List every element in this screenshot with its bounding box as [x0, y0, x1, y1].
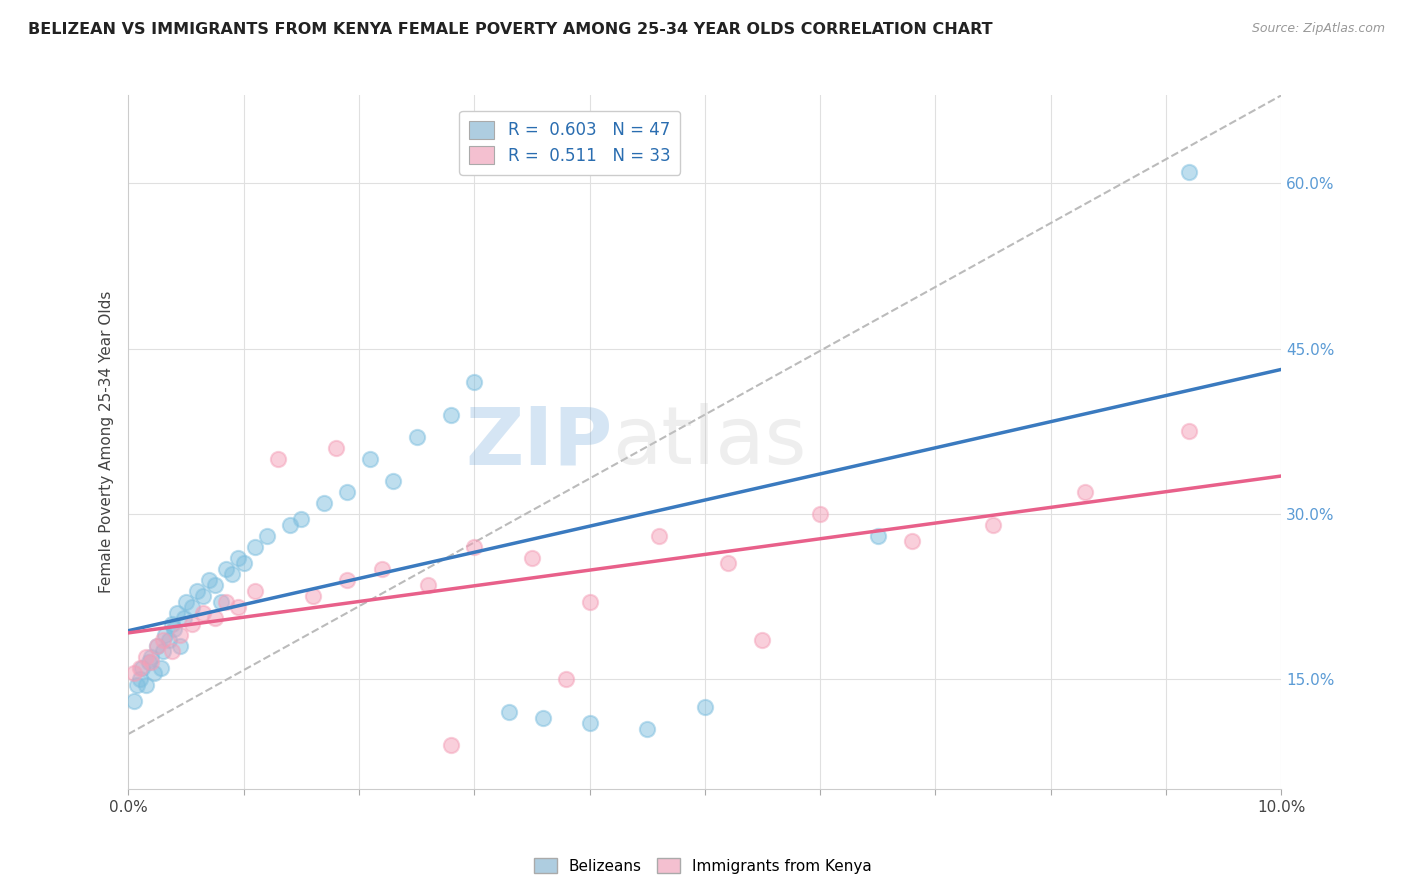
Text: atlas: atlas	[613, 403, 807, 481]
Point	[163, 623, 186, 637]
Point	[128, 661, 150, 675]
Point	[226, 600, 249, 615]
Point	[232, 557, 254, 571]
Point	[122, 666, 145, 681]
Point	[193, 606, 215, 620]
Point	[325, 441, 347, 455]
Point	[127, 677, 149, 691]
Point	[204, 611, 226, 625]
Point	[180, 600, 202, 615]
Point	[149, 661, 172, 675]
Point	[531, 710, 554, 724]
Point	[180, 616, 202, 631]
Point	[152, 644, 174, 658]
Point	[866, 529, 889, 543]
Point	[278, 517, 301, 532]
Point	[160, 644, 183, 658]
Point	[174, 595, 197, 609]
Point	[1074, 484, 1097, 499]
Point	[215, 562, 238, 576]
Point	[416, 578, 439, 592]
Point	[209, 595, 232, 609]
Point	[141, 656, 163, 670]
Point	[152, 633, 174, 648]
Point	[267, 451, 290, 466]
Point	[256, 529, 278, 543]
Point	[186, 583, 208, 598]
Point	[520, 550, 543, 565]
Text: Source: ZipAtlas.com: Source: ZipAtlas.com	[1251, 22, 1385, 36]
Point	[371, 562, 394, 576]
Point	[981, 517, 1004, 532]
Point	[808, 507, 831, 521]
Point	[141, 650, 163, 665]
Point	[122, 694, 145, 708]
Point	[359, 451, 381, 466]
Point	[198, 573, 221, 587]
Legend: Belizeans, Immigrants from Kenya: Belizeans, Immigrants from Kenya	[527, 852, 879, 880]
Text: BELIZEAN VS IMMIGRANTS FROM KENYA FEMALE POVERTY AMONG 25-34 YEAR OLDS CORRELATI: BELIZEAN VS IMMIGRANTS FROM KENYA FEMALE…	[28, 22, 993, 37]
Point	[215, 595, 238, 609]
Point	[336, 573, 359, 587]
Point	[135, 677, 157, 691]
Point	[751, 633, 773, 648]
Point	[498, 705, 520, 719]
Point	[693, 699, 716, 714]
Point	[463, 375, 485, 389]
Point	[405, 430, 427, 444]
Point	[142, 666, 165, 681]
Point	[153, 628, 176, 642]
Point	[1178, 165, 1201, 179]
Point	[243, 583, 266, 598]
Point	[717, 557, 740, 571]
Point	[555, 672, 578, 686]
Point	[169, 628, 191, 642]
Point	[578, 595, 600, 609]
Point	[157, 633, 180, 648]
Point	[301, 590, 323, 604]
Point	[138, 656, 160, 670]
Point	[128, 672, 150, 686]
Point	[463, 540, 485, 554]
Text: ZIP: ZIP	[465, 403, 613, 481]
Point	[135, 650, 157, 665]
Point	[160, 616, 183, 631]
Point	[146, 639, 169, 653]
Point	[440, 738, 463, 752]
Legend: R =  0.603   N = 47, R =  0.511   N = 33: R = 0.603 N = 47, R = 0.511 N = 33	[460, 111, 681, 175]
Point	[336, 484, 359, 499]
Point	[1178, 424, 1201, 438]
Point	[173, 611, 195, 625]
Point	[901, 534, 924, 549]
Point	[243, 540, 266, 554]
Point	[193, 590, 215, 604]
Point	[204, 578, 226, 592]
Point	[226, 550, 249, 565]
Point	[636, 722, 658, 736]
Point	[382, 474, 405, 488]
Point	[166, 606, 188, 620]
Point	[578, 716, 600, 731]
Point	[647, 529, 669, 543]
Point	[290, 512, 312, 526]
Point	[169, 639, 191, 653]
Point	[314, 496, 336, 510]
Point	[221, 567, 243, 582]
Point	[131, 661, 153, 675]
Point	[440, 408, 463, 422]
Point	[146, 639, 169, 653]
Y-axis label: Female Poverty Among 25-34 Year Olds: Female Poverty Among 25-34 Year Olds	[100, 291, 114, 593]
